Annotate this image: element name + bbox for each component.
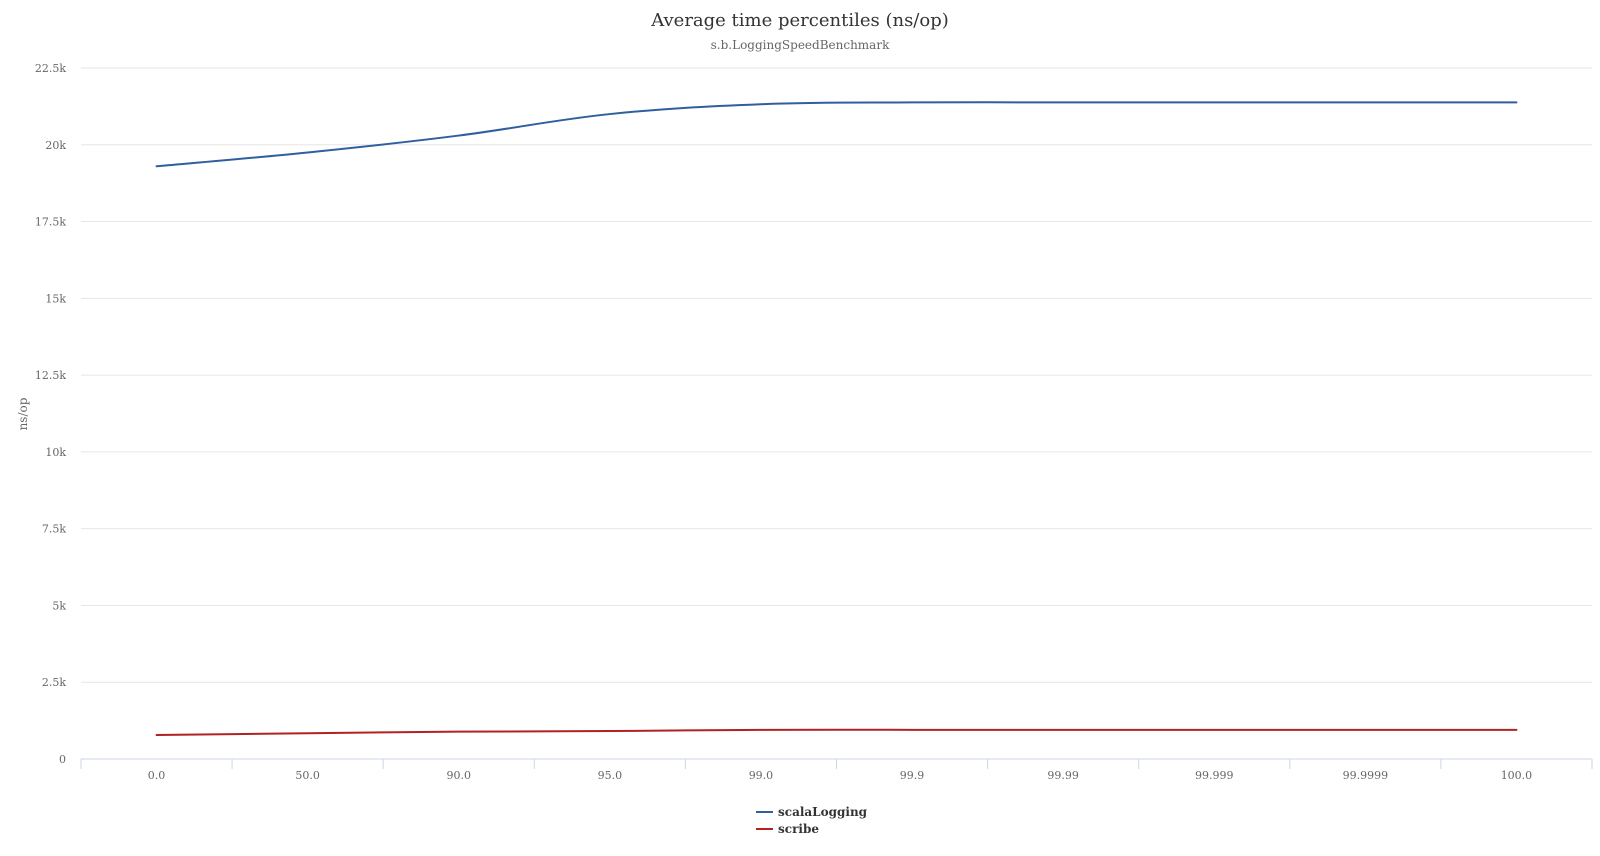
- x-tick-label: 99.9: [900, 769, 925, 782]
- y-tick-label: 22.5k: [35, 62, 66, 75]
- x-tick-label: 95.0: [598, 769, 623, 782]
- y-axis-label: ns/op: [16, 397, 30, 430]
- series-line-scribe: [155, 728, 1518, 737]
- chart-title: Average time percentiles (ns/op): [650, 10, 949, 31]
- x-axis-ticks: 0.0 50.0 90.0 95.0 99.0 99.9 99.99 99.999 99.999…: [80, 759, 1593, 782]
- x-tick-label: 50.0: [295, 769, 320, 782]
- legend-item-scribe[interactable]: scribe: [756, 822, 819, 836]
- y-tick-label: 12.5k: [35, 369, 66, 382]
- y-tick-label: 5k: [52, 599, 66, 612]
- series-lines: [155, 101, 1518, 737]
- x-tick-label: 99.0: [749, 769, 774, 782]
- x-tick-label: 99.99: [1047, 769, 1079, 782]
- y-tick-label: 15k: [45, 292, 66, 305]
- y-tick-label: 17.5k: [35, 216, 66, 229]
- y-tick-label: 10k: [45, 446, 66, 459]
- y-tick-label: 2.5k: [42, 676, 66, 689]
- legend-label: scalaLogging: [778, 805, 868, 819]
- grid-lines: [81, 67, 1592, 683]
- x-tick-label: 90.0: [447, 769, 472, 782]
- x-tick-label: 100.0: [1501, 769, 1533, 782]
- series-line-scalaLogging: [155, 101, 1518, 168]
- x-tick-label: 99.999: [1195, 769, 1234, 782]
- y-axis-ticks: 0 2.5k 5k 7.5k 10k 12.5k 15k 17.5k 20k 22.5k: [35, 62, 66, 766]
- legend-item-scalaLogging[interactable]: scalaLogging: [756, 805, 868, 819]
- x-tick-label: 0.0: [148, 769, 166, 782]
- chart-subtitle: s.b.LoggingSpeedBenchmark: [711, 38, 890, 52]
- x-tick-label: 99.9999: [1343, 769, 1389, 782]
- legend-label: scribe: [778, 822, 819, 836]
- y-tick-label: 20k: [45, 139, 66, 152]
- y-tick-label: 7.5k: [42, 523, 66, 536]
- y-tick-label: 0: [59, 753, 66, 766]
- legend[interactable]: scalaLogging scribe: [756, 805, 868, 836]
